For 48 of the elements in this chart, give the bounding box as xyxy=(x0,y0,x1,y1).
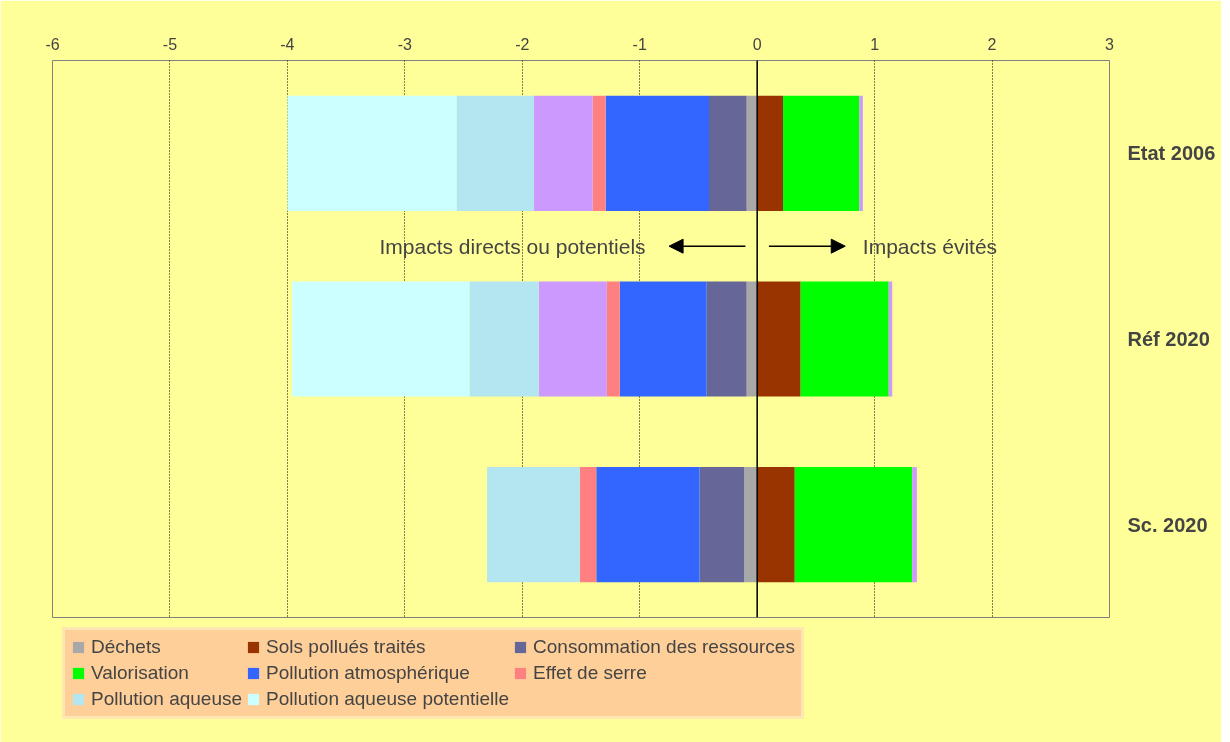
legend-label: Pollution atmosphérique xyxy=(266,662,470,684)
bar xyxy=(800,281,889,397)
x-tick-label: -1 xyxy=(632,35,647,53)
y-tick-label: Réf 2020 xyxy=(1127,328,1210,350)
x-tick-label: 0 xyxy=(752,35,762,53)
bar xyxy=(538,281,607,397)
annotation: Impacts directs ou potentiels xyxy=(379,234,646,258)
bar xyxy=(292,281,470,397)
annotation: Impacts évités xyxy=(862,234,998,258)
bar xyxy=(794,467,913,583)
x-tick-label: 2 xyxy=(987,35,997,53)
x-tick-label: -4 xyxy=(280,35,295,53)
y-tick-label: Sc. 2020 xyxy=(1127,513,1208,536)
x-tick-label: 1 xyxy=(870,35,880,53)
bar xyxy=(579,467,597,583)
bar xyxy=(534,95,593,211)
x-tick-label: 3 xyxy=(1105,35,1115,53)
legend-label: Pollution aqueuse xyxy=(91,688,243,710)
bar xyxy=(287,95,457,211)
legend-label: Sols pollués traités xyxy=(266,636,426,658)
bar xyxy=(605,95,710,211)
bar xyxy=(619,281,707,397)
bar xyxy=(744,467,758,583)
x-tick-label: -3 xyxy=(397,35,413,53)
legend-label: Consommation des ressources xyxy=(533,636,795,658)
bar xyxy=(699,467,745,583)
bar xyxy=(487,467,580,583)
legend-label: Pollution aqueuse potentielle xyxy=(266,688,510,710)
bar xyxy=(456,95,535,211)
bar xyxy=(469,281,539,397)
bar xyxy=(706,281,747,397)
bar xyxy=(592,95,606,211)
bar xyxy=(757,281,801,397)
x-tick-label: -2 xyxy=(515,35,530,53)
bar xyxy=(596,467,700,583)
legend-label: Déchets xyxy=(91,636,161,658)
bar xyxy=(709,95,747,211)
bar xyxy=(783,95,860,211)
bar xyxy=(606,281,620,397)
bar xyxy=(859,95,863,211)
x-tick-label: -6 xyxy=(45,35,60,53)
bar xyxy=(757,95,783,211)
legend-label: Effet de serre xyxy=(533,662,647,684)
x-tick-label: -5 xyxy=(162,35,178,53)
y-tick-label: Etat 2006 xyxy=(1127,142,1216,165)
bar xyxy=(757,467,795,583)
legend-label: Valorisation xyxy=(91,662,189,684)
bar xyxy=(912,467,917,583)
